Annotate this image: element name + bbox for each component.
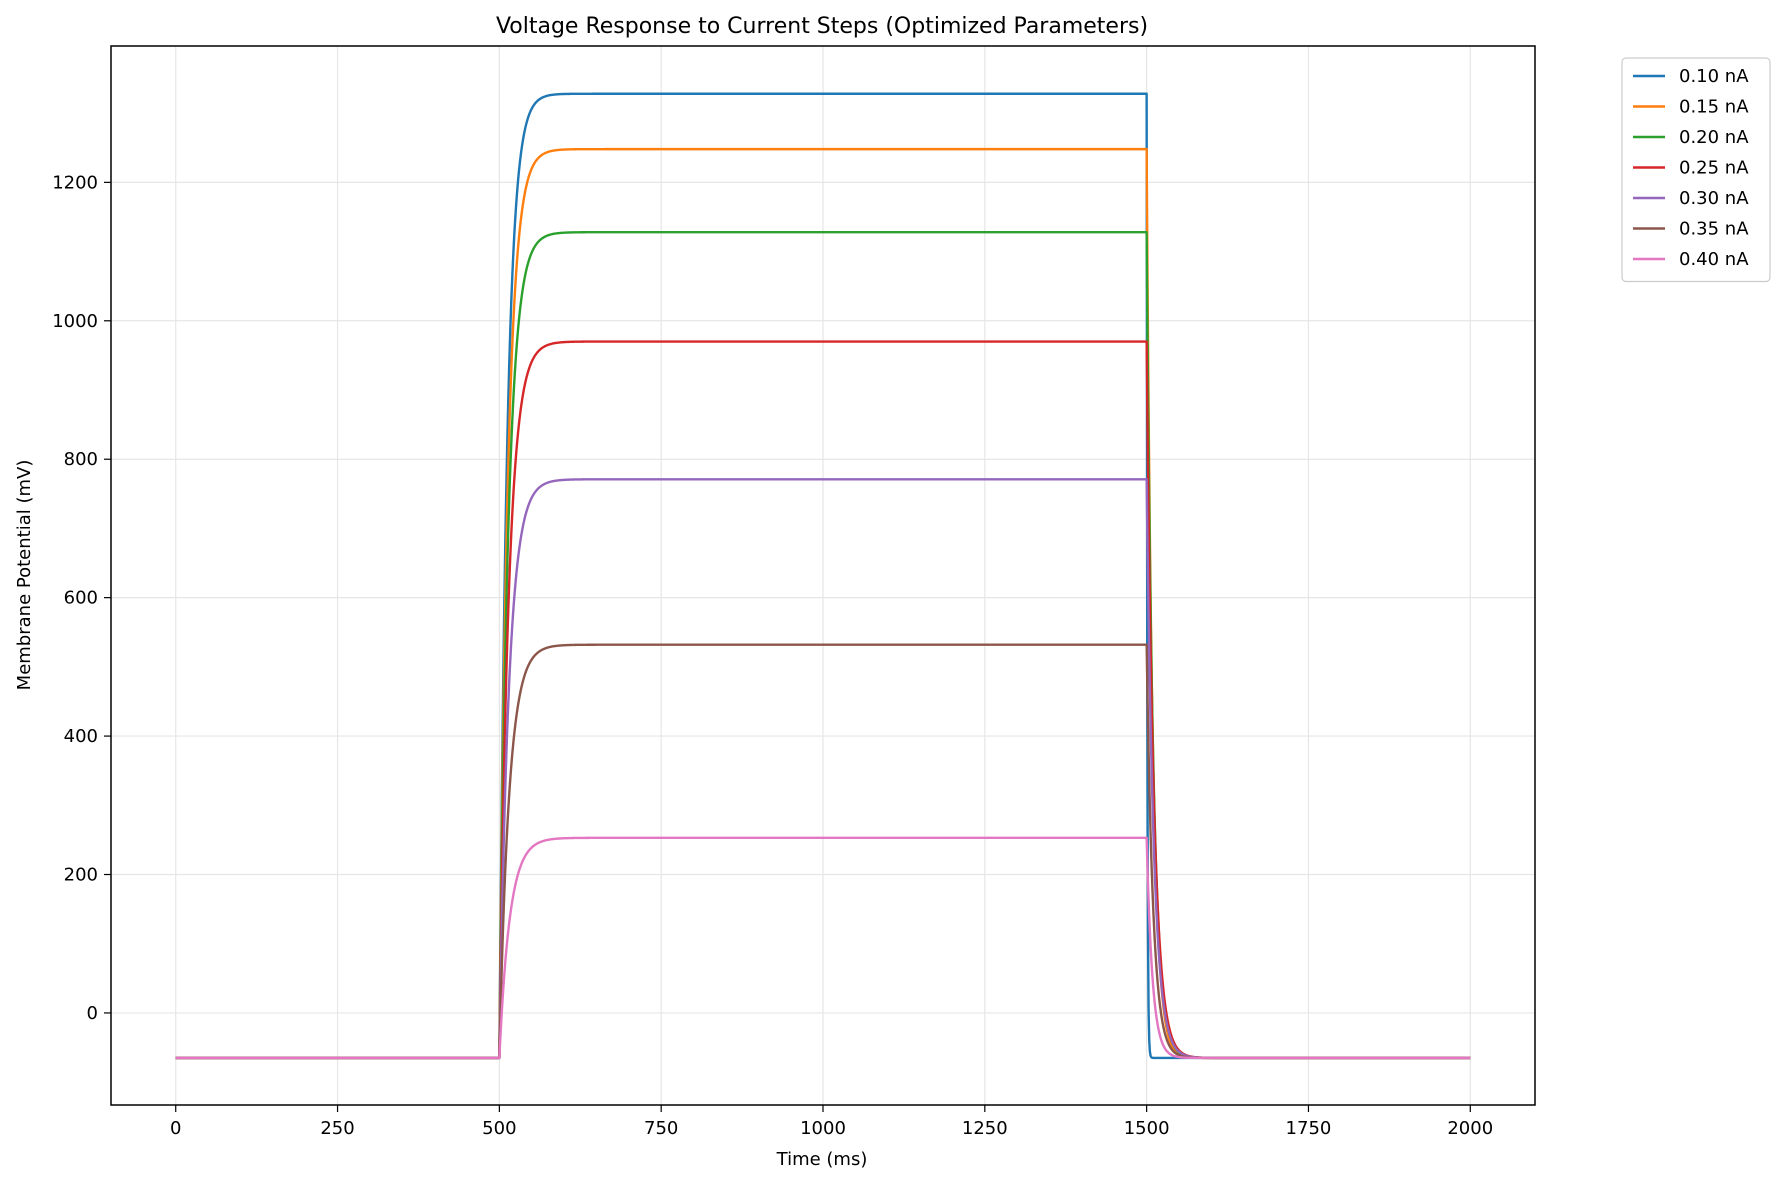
series-line-4 [175, 340, 1471, 1060]
grid [111, 46, 1535, 1105]
chart-title: Voltage Response to Current Steps (Optim… [496, 14, 1148, 39]
y-tick-label: 1000 [52, 311, 98, 332]
series-line-6 [175, 643, 1471, 1060]
legend-label: 0.25 nA [1679, 158, 1749, 179]
series-line-3 [175, 230, 1471, 1060]
x-tick-label: 1500 [1124, 1118, 1170, 1139]
y-tick-label: 800 [64, 449, 98, 470]
x-axis-label: Time (ms) [776, 1149, 868, 1170]
y-tick-label: 400 [64, 726, 98, 747]
y-tick-label: 200 [64, 865, 98, 886]
x-tick-label: 2000 [1447, 1118, 1493, 1139]
x-tick-label: 250 [320, 1118, 354, 1139]
x-tick-label: 0 [170, 1118, 181, 1139]
legend-label: 0.15 nA [1679, 97, 1749, 118]
x-tick-label: 1000 [800, 1118, 846, 1139]
legend-label: 0.30 nA [1679, 188, 1749, 209]
legend-label: 0.10 nA [1679, 66, 1749, 87]
x-axis: 0 250 500 750 1000 1250 1500 1750 2000 [170, 1105, 1493, 1139]
x-tick-label: 1250 [962, 1118, 1008, 1139]
legend: 0.10 nA 0.15 nA 0.20 nA 0.25 nA 0.30 nA 0.35 … [1621, 57, 1771, 283]
x-tick-label: 1750 [1286, 1118, 1332, 1139]
legend-label: 0.20 nA [1679, 127, 1749, 148]
x-tick-label: 500 [482, 1118, 516, 1139]
y-axis: 0 200 400 600 800 1000 1200 [52, 172, 111, 1024]
y-tick-label: 600 [64, 588, 98, 609]
legend-box [1621, 57, 1771, 283]
series-layer [175, 92, 1471, 1060]
legend-label: 0.35 nA [1679, 219, 1749, 240]
series-line-5 [175, 478, 1471, 1060]
y-axis-label: Membrane Potential (mV) [14, 460, 35, 691]
legend-label: 0.40 nA [1679, 249, 1749, 270]
y-tick-label: 1200 [52, 172, 98, 193]
series-line-2 [175, 147, 1471, 1060]
series-line-7 [175, 836, 1471, 1060]
x-tick-label: 750 [644, 1118, 678, 1139]
y-tick-label: 0 [87, 1003, 98, 1024]
